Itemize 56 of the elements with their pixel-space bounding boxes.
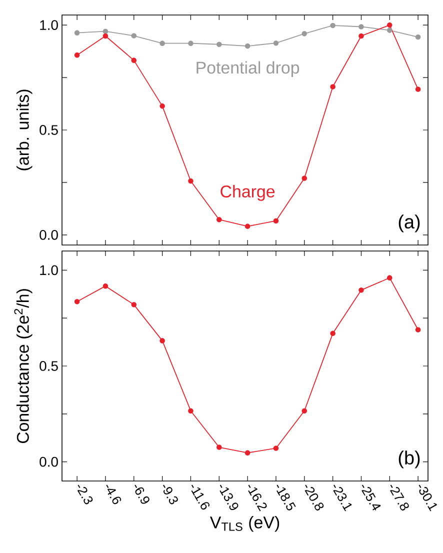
point <box>273 40 279 46</box>
point <box>102 283 108 289</box>
y-axis-title: Conductance (2e$^{2}$/h) <box>14 289 32 444</box>
point <box>102 28 108 34</box>
x-tick-label: -9.3 <box>163 484 178 504</box>
point <box>244 43 250 49</box>
annotation: (a) <box>398 214 420 232</box>
point <box>415 86 421 92</box>
point <box>358 33 364 39</box>
point <box>131 58 137 63</box>
y-tick-label: 1.0 <box>40 265 58 276</box>
point <box>415 327 421 332</box>
point <box>74 30 80 36</box>
point <box>160 103 165 109</box>
series-label: Potential drop <box>196 61 300 78</box>
y-tick-label: 0.5 <box>40 361 58 371</box>
point <box>330 330 336 336</box>
point <box>330 84 336 90</box>
x-tick-label: -4.6 <box>106 484 122 504</box>
x-axis-title: V$_{TLS}$ (eV) <box>210 516 280 532</box>
point <box>188 40 194 46</box>
point <box>358 24 364 30</box>
point <box>131 33 137 38</box>
y-tick-label: 0.0 <box>40 230 58 240</box>
point <box>386 22 392 28</box>
point <box>188 178 194 184</box>
point <box>216 42 222 48</box>
x-tick-label: -2.3 <box>77 484 93 504</box>
point <box>74 52 80 58</box>
point <box>302 176 308 181</box>
y-tick-label: 1.0 <box>40 20 58 30</box>
point <box>160 40 165 46</box>
point <box>386 28 392 33</box>
point <box>302 408 308 414</box>
y-tick-label: 0.5 <box>40 125 58 135</box>
x-tick-label: -6.9 <box>134 484 150 504</box>
point <box>330 22 336 28</box>
point <box>386 275 392 280</box>
point <box>216 444 222 450</box>
point <box>273 446 279 451</box>
y-axis-title: (arb. units) <box>16 90 32 170</box>
point <box>415 34 421 40</box>
point <box>160 338 165 344</box>
y-tick-label: 0.0 <box>40 456 58 467</box>
point <box>273 218 279 224</box>
point <box>74 298 80 304</box>
point <box>216 216 222 222</box>
point <box>131 302 137 308</box>
annotation: (b) <box>398 450 420 468</box>
series-label: Charge <box>220 185 275 201</box>
point <box>302 31 308 36</box>
point <box>102 33 108 39</box>
point <box>244 224 250 229</box>
point <box>244 450 250 456</box>
point <box>358 287 364 293</box>
point <box>188 408 194 414</box>
